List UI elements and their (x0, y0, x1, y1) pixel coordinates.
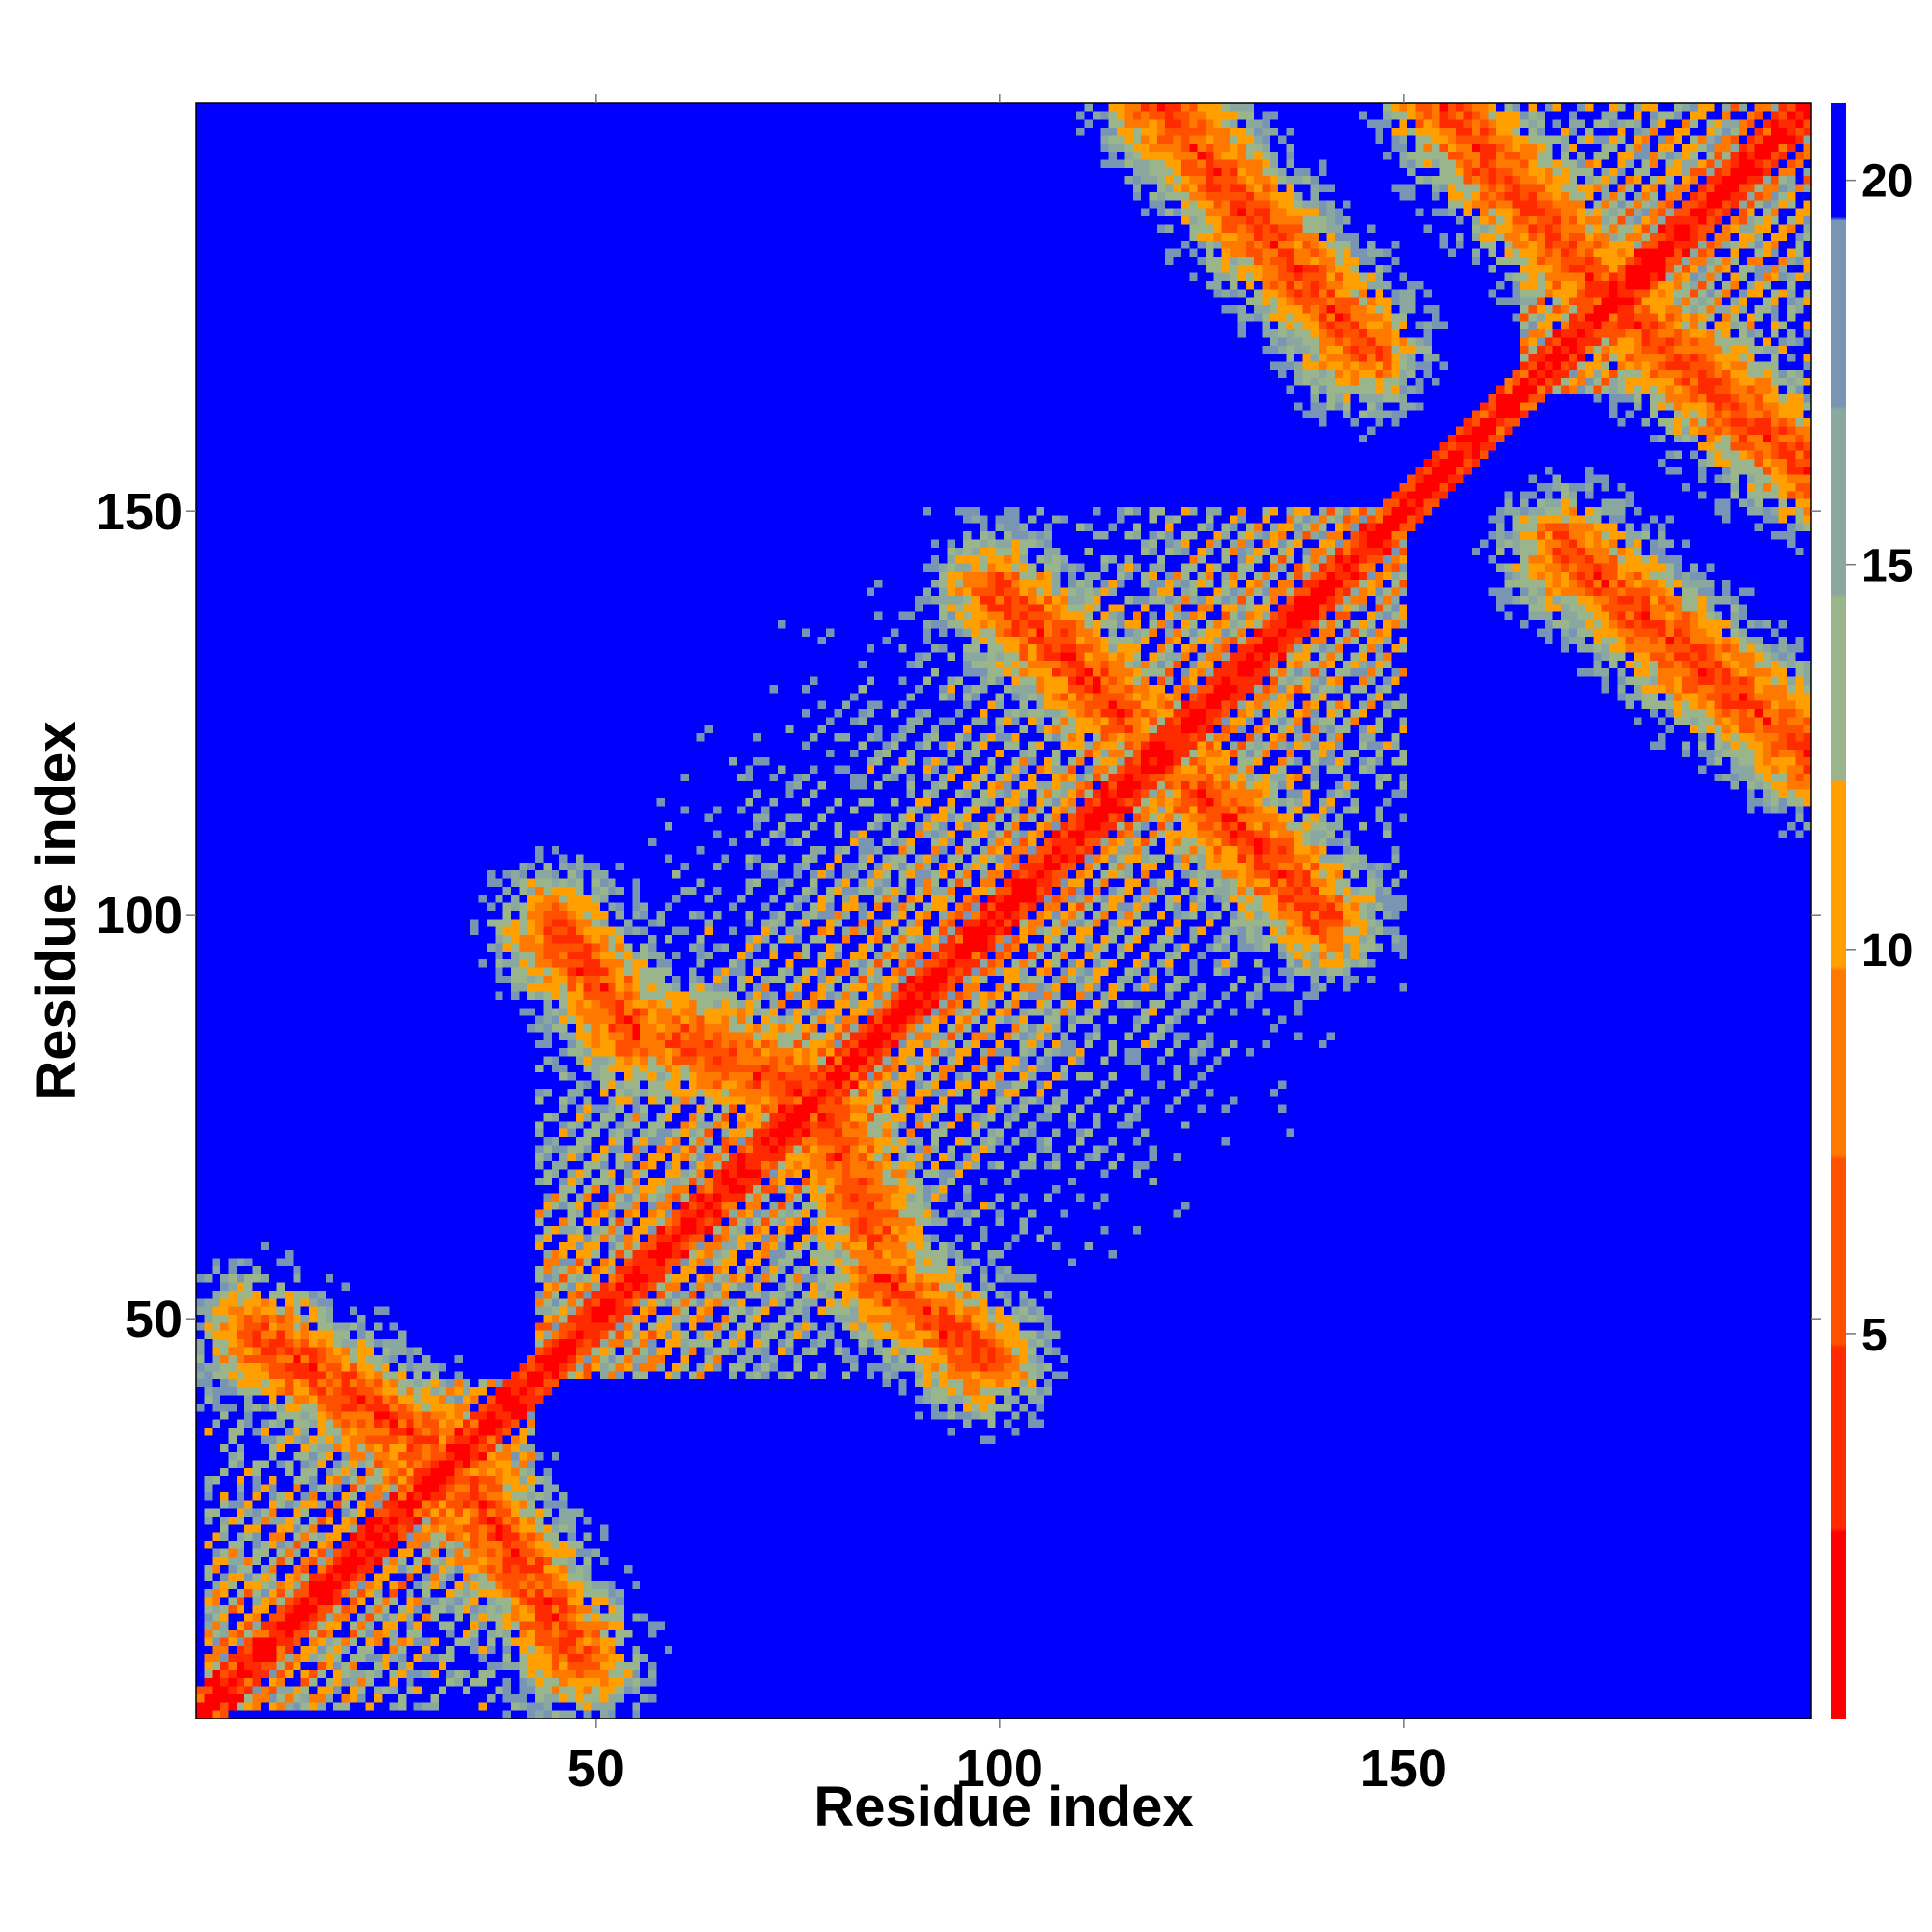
colorbar-tick-label: 5 (1861, 1310, 1888, 1361)
x-axis-ticks: 50 100 150 (567, 94, 1447, 1798)
y-tick-label: 100 (96, 887, 183, 945)
x-tick-label: 50 (567, 1740, 625, 1798)
y-axis-ticks: 50 100 150 (96, 483, 1821, 1349)
y-tick-label: 150 (96, 483, 183, 541)
colorbar-tick-label: 20 (1861, 156, 1913, 208)
colorbar (1831, 103, 1846, 1719)
y-tick-label: 50 (125, 1291, 183, 1349)
x-tick-label: 100 (956, 1740, 1043, 1798)
y-axis-label: Residue index (25, 721, 88, 1100)
x-tick-label: 150 (1360, 1740, 1447, 1798)
contact-map-heatmap (196, 103, 1811, 1719)
plot-frame (195, 102, 1812, 1719)
x-axis-label: Residue index (813, 1776, 1193, 1838)
colorbar-tick-label: 10 (1861, 925, 1913, 977)
colorbar-tick-label: 15 (1861, 541, 1913, 592)
colorbar-ticks: 5 10 15 20 (1846, 156, 1913, 1361)
